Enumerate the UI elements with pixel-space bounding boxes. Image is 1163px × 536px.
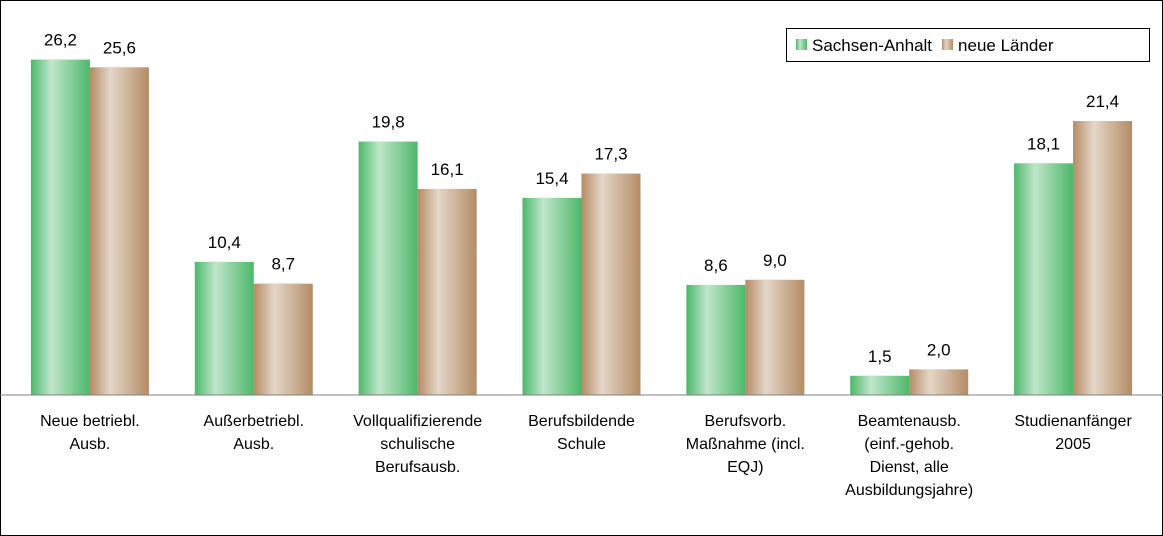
value-label: 15,4 <box>535 169 568 188</box>
bar-shine <box>358 141 418 395</box>
value-label: 9,0 <box>763 251 787 270</box>
value-label: 17,3 <box>594 145 627 164</box>
value-label: 10,4 <box>208 233 241 252</box>
x-tick-label: Außerbetriebl. Ausb. <box>203 413 305 453</box>
x-tick-label: Berufsvorb. Maßnahme (incl. EQJ) <box>685 413 805 476</box>
legend-label: neue Länder <box>958 36 1054 55</box>
value-label: 8,6 <box>704 256 728 275</box>
bar-shine <box>686 284 746 395</box>
x-tick-label: Vollqualifizierende schulische Berufsaus… <box>353 413 483 476</box>
x-tick-label: Neue betriebl. Ausb. <box>40 413 140 453</box>
bar-shine <box>745 279 805 395</box>
bar-shine <box>253 283 313 395</box>
bar-shine <box>1073 121 1133 395</box>
x-tick-label: Berufsbildende Schule <box>528 413 635 453</box>
bar-shine <box>30 59 90 395</box>
legend-swatch-shine <box>942 39 954 50</box>
bar-shine <box>1014 163 1074 395</box>
value-label: 25,6 <box>103 38 136 57</box>
bar-shine <box>417 188 477 395</box>
legend-label: Sachsen-Anhalt <box>812 36 932 55</box>
bar-shine <box>909 369 969 395</box>
bar-shine <box>581 173 641 395</box>
value-label: 8,7 <box>271 255 295 274</box>
legend-swatch-shine <box>796 39 807 50</box>
value-label: 26,2 <box>44 31 77 50</box>
value-label: 18,1 <box>1027 134 1060 153</box>
bar-shine <box>522 197 582 395</box>
value-label: 2,0 <box>927 340 951 359</box>
value-label: 16,1 <box>431 160 464 179</box>
value-label: 19,8 <box>372 113 405 132</box>
x-tick-label: Studienanfänger 2005 <box>1014 413 1132 453</box>
bar-shine <box>89 67 149 395</box>
value-label: 21,4 <box>1086 92 1119 111</box>
bar-shine <box>850 375 910 395</box>
legend-box <box>786 28 1150 62</box>
x-tick-label: Beamtenausb. (einf.-gehob. Dienst, alle … <box>845 413 974 499</box>
value-label: 1,5 <box>868 347 892 366</box>
bar-shine <box>194 261 254 395</box>
